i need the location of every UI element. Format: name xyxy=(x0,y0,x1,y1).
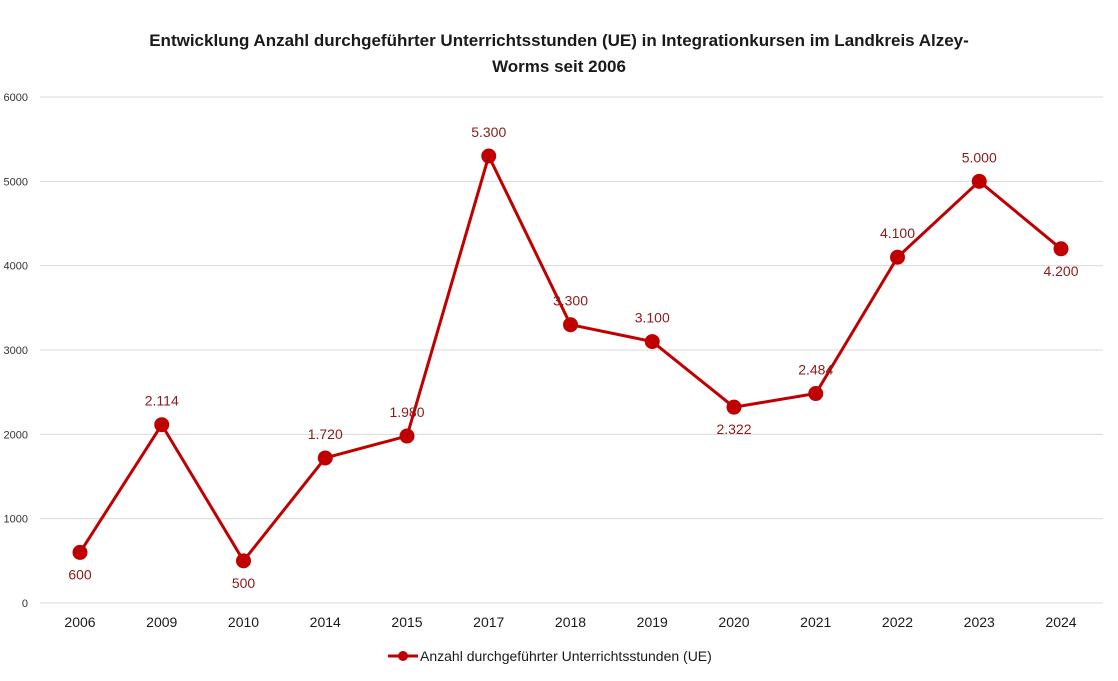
x-tick-label: 2023 xyxy=(964,614,995,630)
y-axis-ticks: 0 1000 2000 3000 4000 5000 6000 xyxy=(4,92,28,610)
x-tick-label: 2017 xyxy=(473,614,504,630)
y-tick-label: 5000 xyxy=(4,176,28,188)
x-tick-label: 2015 xyxy=(391,614,422,630)
chart-title: Entwicklung Anzahl durchgeführter Unterr… xyxy=(0,28,1118,80)
data-point xyxy=(154,417,170,433)
data-label: 1.980 xyxy=(389,404,424,420)
x-tick-label: 2014 xyxy=(310,614,341,630)
data-point xyxy=(563,317,578,333)
x-tick-label: 2021 xyxy=(800,614,831,630)
data-label: 2.114 xyxy=(145,393,179,409)
y-tick-label: 1000 xyxy=(4,514,28,526)
y-tick-label: 2000 xyxy=(4,429,28,441)
x-tick-label: 2009 xyxy=(146,614,177,630)
x-tick-label: 2010 xyxy=(228,614,259,630)
data-point xyxy=(236,553,251,569)
y-tick-label: 4000 xyxy=(4,261,28,273)
data-point xyxy=(399,428,415,444)
data-point xyxy=(317,450,333,466)
data-point xyxy=(644,334,660,350)
series-layer xyxy=(72,148,1069,569)
data-label: 2.484 xyxy=(798,362,833,378)
gridlines xyxy=(40,96,1103,604)
series-line xyxy=(78,154,1062,563)
data-label: 5.000 xyxy=(962,149,997,165)
data-label: 1.720 xyxy=(308,426,343,442)
legend: Anzahl durchgeführter Unterrichtsstunden… xyxy=(388,648,712,664)
data-label: 600 xyxy=(68,566,92,582)
x-tick-label: 2006 xyxy=(64,614,95,630)
data-point xyxy=(726,399,742,415)
data-label: 3.300 xyxy=(553,293,588,309)
data-label: 2.322 xyxy=(716,421,751,437)
data-labels: 600 2.114 500 1.720 1.980 5.300 3.300 3.100 2.32… xyxy=(68,124,1078,591)
data-point xyxy=(890,249,905,265)
x-tick-label: 2020 xyxy=(718,614,749,630)
data-label: 4.100 xyxy=(880,225,915,241)
y-tick-label: 6000 xyxy=(4,92,28,104)
chart-title-line2: Worms seit 2006 xyxy=(492,57,626,76)
data-point xyxy=(971,173,987,189)
y-tick-label: 3000 xyxy=(4,345,28,357)
x-axis-ticks: 2006 2009 2010 2014 2015 2017 2018 2019 2020 2021… xyxy=(64,614,1076,630)
data-label: 3.100 xyxy=(635,310,670,326)
data-label: 500 xyxy=(232,575,256,591)
x-tick-label: 2018 xyxy=(555,614,586,630)
data-point xyxy=(808,386,824,402)
chart-title-line1: Entwicklung Anzahl durchgeführter Unterr… xyxy=(149,31,969,50)
x-tick-label: 2022 xyxy=(882,614,913,630)
legend-label: Anzahl durchgeführter Unterrichtsstunden… xyxy=(420,648,712,664)
x-tick-label: 2024 xyxy=(1045,614,1076,630)
y-tick-label: 0 xyxy=(22,598,28,610)
legend-marker xyxy=(398,651,408,661)
data-point xyxy=(481,148,497,164)
data-label: 5.300 xyxy=(471,124,506,140)
x-tick-label: 2019 xyxy=(637,614,668,630)
data-label: 4.200 xyxy=(1043,263,1078,279)
data-point xyxy=(1053,241,1069,257)
data-point xyxy=(72,544,88,560)
